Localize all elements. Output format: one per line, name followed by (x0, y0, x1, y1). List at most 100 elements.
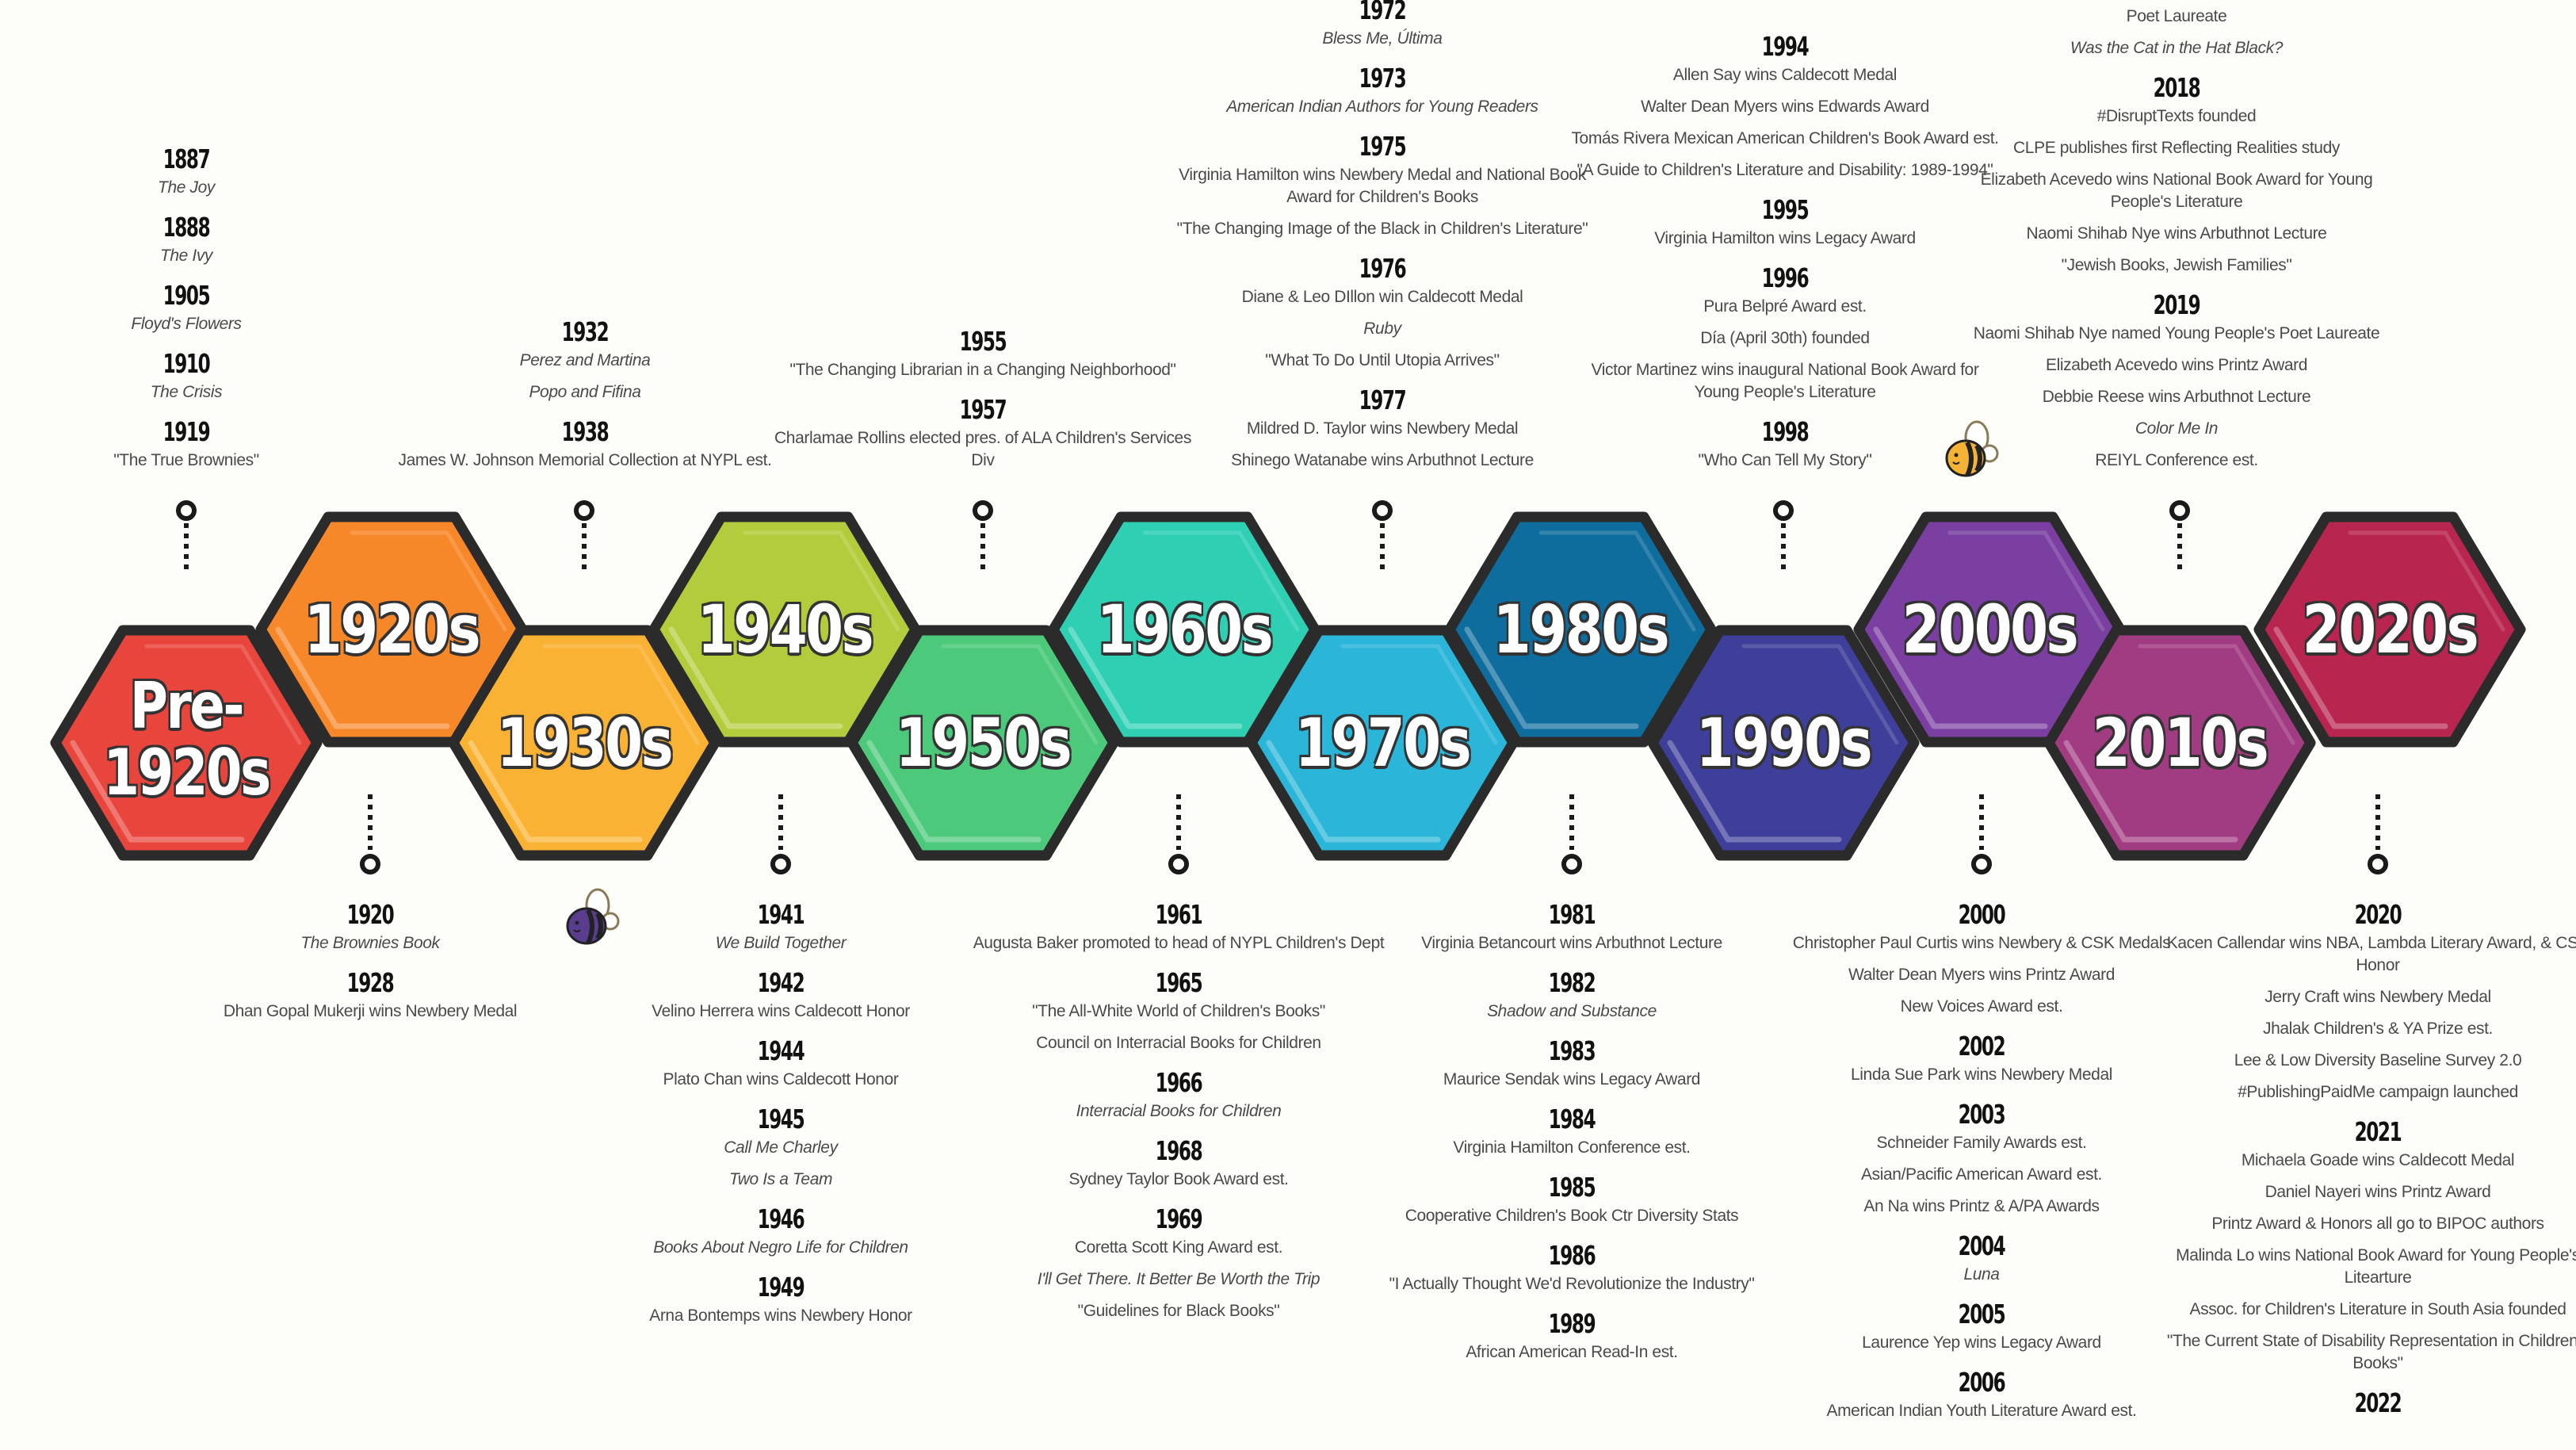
year-heading: 2020 (2354, 899, 2402, 930)
event-text: Dhan Gopal Mukerji wins Newbery Medal (223, 1002, 518, 1020)
hex-1940s (648, 511, 921, 748)
event-text: Virginia Hamilton wins Legacy Award (1654, 229, 1916, 247)
decade-label: 1990s (1695, 704, 1873, 782)
event-text: Elizabeth Acevedo wins Printz Award (2046, 356, 2307, 374)
year-heading: 1981 (1548, 899, 1596, 930)
year-heading: 1977 (1359, 384, 1407, 415)
bottom-column-1980s: 1981 Virginia Betancourt wins Arbuthnot L… (1358, 896, 1786, 1373)
year-heading: 1920 (346, 899, 395, 930)
book-title: The Brownies Book (300, 934, 440, 952)
pin-bottom (770, 794, 791, 874)
year-heading: 2005 (1958, 1299, 2006, 1329)
book-title: Popo and Fifina (529, 383, 641, 401)
book-title: Bless Me, Última (1322, 29, 1443, 48)
book-title: We Build Together (715, 934, 847, 952)
book-title: Two Is a Team (728, 1170, 833, 1188)
year-heading: 1910 (162, 348, 211, 379)
year-heading: 1983 (1548, 1035, 1596, 1066)
year-heading: 1919 (162, 416, 211, 447)
year-heading: 2019 (2153, 289, 2201, 320)
pin-bottom (2368, 794, 2388, 874)
top-column-1990s: 1994 Allen Say wins Caldecott Medal Walter… (1571, 28, 1999, 481)
hex-1930s (448, 625, 720, 861)
decade-label: 2000s (1901, 591, 2079, 668)
bottom-column-1940s: 1941 We Build Together 1942 Velino Herrera … (567, 896, 995, 1337)
event-text: "Who Can Tell My Story" (1698, 451, 1872, 469)
year-heading: 1989 (1548, 1308, 1596, 1339)
year-heading: 1996 (1761, 262, 1810, 293)
book-title: I'll Get There. It Better Be Worth the T… (1037, 1270, 1320, 1288)
event-text: James W. Johnson Memorial Collection at … (398, 451, 772, 469)
year-heading: 1905 (162, 280, 211, 311)
year-heading: 1982 (1548, 967, 1596, 998)
year-heading: 2000 (1958, 899, 2006, 930)
decade-label: 1970s (1294, 704, 1472, 782)
bottom-column-1920s: 1920 The Brownies Book 1928 Dhan Gopal Muke… (156, 896, 584, 1032)
year-heading: 1945 (757, 1104, 805, 1134)
event-text: Augusta Baker promoted to head of NYPL C… (973, 934, 1385, 952)
event-text: Malinda Lo wins National Book Award for … (2176, 1246, 2576, 1287)
event-text: Tomás Rivera Mexican American Children's… (1571, 129, 1999, 147)
event-text: Schneider Family Awards est. (1876, 1134, 2087, 1152)
book-title: The Joy (158, 178, 215, 197)
hex-1980s (1444, 511, 1717, 748)
event-text: "Guidelines for Black Books" (1077, 1302, 1280, 1320)
event-text: Coretta Scott King Award est. (1074, 1238, 1283, 1257)
book-title: American Indian Authors for Young Reader… (1226, 98, 1538, 116)
year-heading: 1944 (757, 1035, 805, 1066)
event-text: Lee & Low Diversity Baseline Survey 2.0 (2234, 1051, 2522, 1069)
event-text: Arna Bontemps wins Newbery Honor (649, 1307, 912, 1325)
book-title: Call Me Charley (724, 1138, 838, 1157)
decade-label: 1930s (496, 704, 674, 782)
event-text: Pura Belpré Award est. (1703, 297, 1867, 316)
book-title: Shadow and Substance (1487, 1002, 1657, 1020)
year-heading: 1995 (1761, 194, 1810, 225)
event-text: Sydney Taylor Book Award est. (1068, 1170, 1289, 1188)
event-text: #DisruptTexts founded (2096, 107, 2257, 125)
hex-pre1920s (50, 625, 323, 861)
event-text: Jhalak Children's & YA Prize est. (2262, 1020, 2493, 1038)
year-heading: 1938 (561, 416, 610, 447)
book-title: The Ivy (159, 247, 213, 265)
event-text: "A Guide to Children's Literature and Di… (1577, 161, 1993, 179)
hex-2010s (2043, 625, 2316, 861)
top-column-2010s: Poet Laureate Was the Cat in the Hat Blac… (1963, 6, 2391, 481)
event-text: "What To Do Until Utopia Arrives" (1265, 351, 1500, 369)
event-text: Velino Herrera wins Caldecott Honor (652, 1002, 910, 1020)
event-text: "The All-White World of Children's Books… (1032, 1002, 1325, 1020)
hex-1990s (1647, 625, 1920, 861)
event-text: Kacen Callendar wins NBA, Lambda Literar… (2166, 934, 2576, 974)
bee-yellow-icon (1945, 420, 1999, 477)
year-heading: 2018 (2153, 72, 2201, 103)
event-text: Virginia Betancourt wins Arbuthnot Lectu… (1421, 934, 1722, 952)
event-text: Shinego Watanabe wins Arbuthnot Lecture (1231, 451, 1534, 469)
top-column-1970s: 1972 Bless Me, Última 1973 American Indian … (1168, 0, 1596, 481)
pin-bottom (1971, 794, 1992, 874)
event-text: African American Read-In est. (1466, 1343, 1678, 1361)
year-heading: 1928 (346, 967, 395, 998)
year-heading: 1984 (1548, 1104, 1596, 1134)
year-heading: 2006 (1958, 1367, 2006, 1398)
pin-top (1372, 500, 1393, 572)
hex-1950s (847, 625, 1119, 861)
event-text: New Voices Award est. (1900, 997, 2063, 1016)
pin-top (176, 500, 197, 572)
year-heading: 1888 (162, 212, 211, 243)
decade-label: 2010s (2092, 704, 2269, 782)
book-title: Floyd's Flowers (131, 315, 242, 333)
bee-purple-icon (566, 888, 620, 945)
book-title: Ruby (1363, 319, 1401, 338)
pin-top (973, 500, 993, 572)
bottom-column-2000s: 2000 Christopher Paul Curtis wins Newbery… (1768, 896, 2196, 1432)
year-heading: 1965 (1155, 967, 1203, 998)
event-text: Printz Award & Honors all go to BIPOC au… (2211, 1215, 2544, 1233)
year-heading: 1975 (1359, 131, 1407, 162)
event-text: Diane & Leo DIllon win Caldecott Medal (1241, 288, 1523, 306)
book-title: Interracial Books for Children (1076, 1102, 1282, 1120)
bottom-column-2020s: 2020 Kacen Callendar wins NBA, Lambda Lit… (2164, 896, 2576, 1421)
decade-label: 1960s (1096, 591, 1274, 668)
year-heading: 1932 (561, 316, 610, 347)
top-column-pre-1920s: 1887 The Joy 1888 The Ivy 1905 Floyd's Flower… (0, 140, 400, 481)
event-text: Poet Laureate (2126, 7, 2227, 25)
event-text: REIYL Conference est. (2095, 451, 2258, 469)
